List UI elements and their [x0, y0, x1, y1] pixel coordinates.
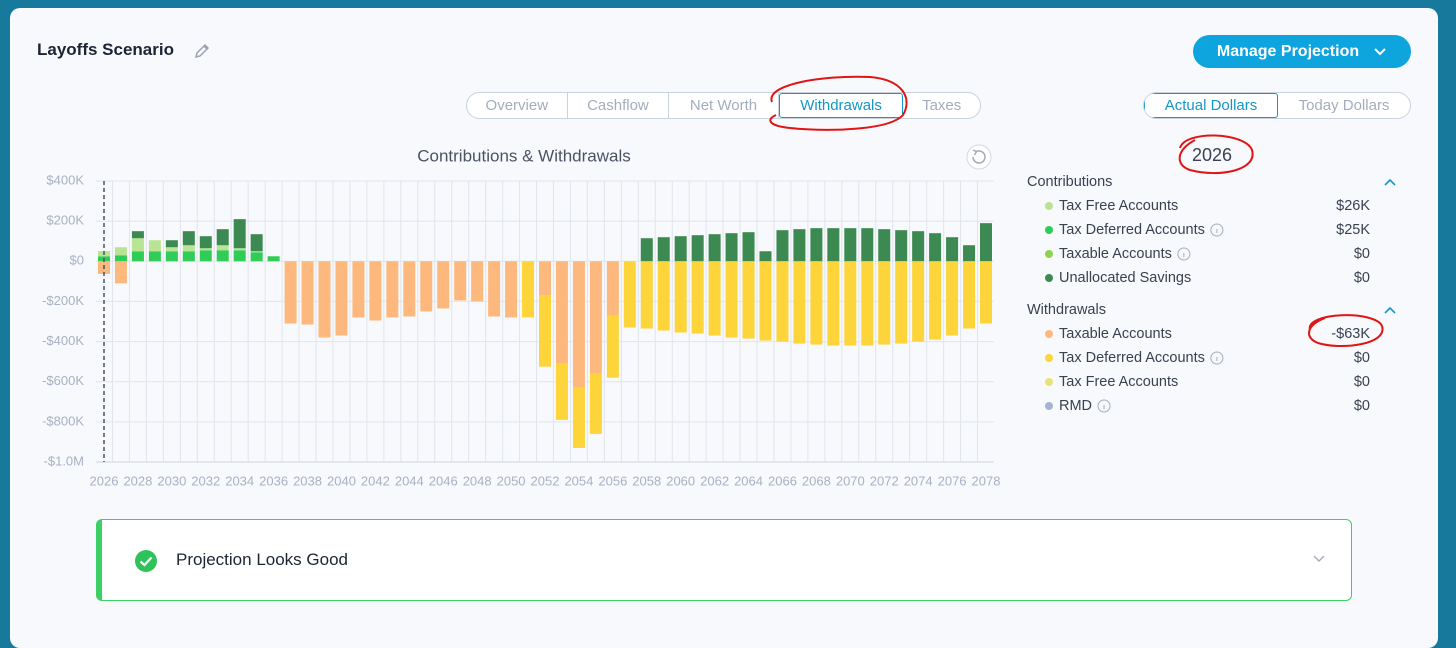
- dollar-toggle: Actual Dollars Today Dollars: [1143, 92, 1411, 119]
- chevron: [1374, 47, 1386, 55]
- tabs: Overview Cashflow Net Worth Withdrawals …: [466, 92, 981, 119]
- tab[interactable]: Taxes: [922, 97, 962, 114]
- status-card[interactable]: Projection Looks Good: [96, 519, 1352, 601]
- button-label: Manage Projection: [1216, 42, 1360, 60]
- expand-icon[interactable]: [1312, 554, 1326, 564]
- toggle-active[interactable]: Actual Dollars: [1144, 93, 1278, 118]
- status-text: Projection Looks Good: [176, 550, 348, 569]
- tab[interactable]: Cashflow: [568, 93, 670, 118]
- tab[interactable]: Net Worth: [669, 93, 779, 118]
- check-icon: [135, 550, 157, 572]
- scenario-title: Layoffs Scenario: [37, 40, 174, 59]
- tab-active[interactable]: Withdrawals: [778, 93, 904, 118]
- toggle-option[interactable]: Today Dollars: [1298, 97, 1390, 114]
- tab[interactable]: Overview: [467, 93, 568, 118]
- edit-icon[interactable]: [193, 42, 211, 60]
- page: {"header": {"title": "Layoffs Scenario",…: [10, 8, 1438, 648]
- manage-projection-button[interactable]: Manage Projection: [1193, 35, 1411, 68]
